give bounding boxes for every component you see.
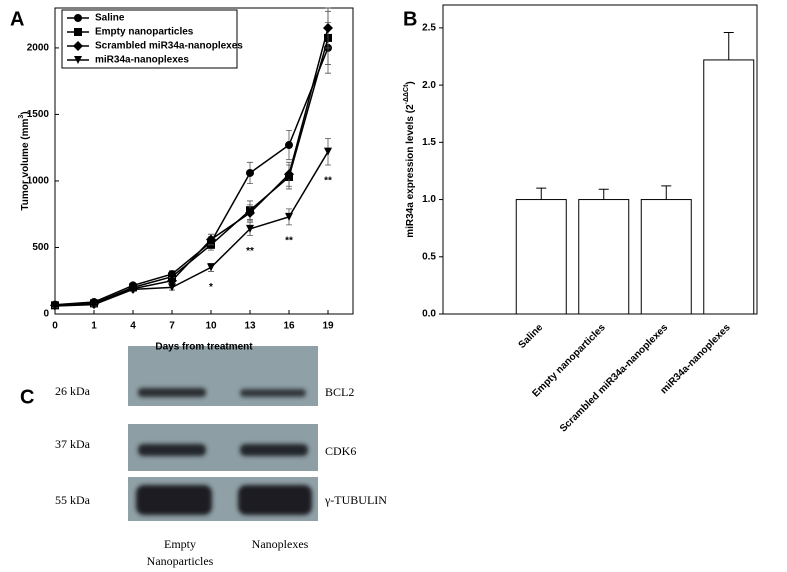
y-axis-label-part: miR34a expression levels (2: [405, 104, 416, 238]
legend-label: miR34a-nanoplexes: [95, 55, 189, 66]
bar: [578, 199, 630, 315]
y-tick-label: 0.5: [422, 251, 436, 262]
y-tick-label: 2.0: [422, 80, 436, 91]
x-tick-label: 0: [52, 321, 58, 332]
blot: [128, 346, 318, 521]
y-tick-label: 1500: [27, 109, 50, 120]
panel-letter: A: [10, 8, 24, 30]
error-bar: [723, 31, 734, 60]
lane-label: Empty: [164, 537, 196, 551]
annotation: **: [246, 246, 254, 257]
y-tick-label: 0: [43, 309, 49, 320]
lane-label: Nanoparticles: [147, 554, 214, 568]
y-axis-label-part: 3: [18, 115, 25, 119]
y-axis-label-part: -ΔΔCt: [403, 84, 410, 104]
error-bar: [598, 188, 609, 200]
marker: [285, 141, 293, 150]
y-axis-label: Tumor volume (mm3): [18, 111, 30, 210]
marker: [90, 300, 98, 309]
error-bar: [661, 185, 672, 200]
x-tick-label: 1: [91, 321, 97, 332]
marker: [74, 56, 82, 64]
marker: [167, 275, 177, 286]
bar: [640, 199, 692, 315]
x-tick-label: Saline: [517, 322, 546, 351]
y-axis-label-part: ): [20, 111, 31, 114]
series-line: [54, 47, 329, 306]
x-tick-label: 4: [130, 321, 136, 332]
annotation: **: [285, 236, 293, 247]
marker: [284, 169, 294, 180]
blot-size: 37 kDa: [55, 437, 91, 451]
x-axis-label: Days from treatment: [155, 342, 253, 353]
marker: [206, 234, 216, 245]
marker: [73, 41, 83, 51]
y-tick-label: 2000: [27, 43, 50, 54]
legend-label: Empty nanoparticles: [95, 27, 194, 38]
marker: [323, 22, 333, 33]
marker: [246, 168, 254, 177]
y-tick-label: 500: [32, 242, 49, 253]
blot-band: [138, 444, 206, 456]
blot-band: [240, 444, 308, 456]
lane-label: Nanoplexes: [252, 537, 309, 551]
y-tick-label: 1.5: [422, 137, 436, 148]
marker: [245, 207, 255, 218]
marker: [51, 302, 59, 311]
x-tick-label: 10: [205, 321, 217, 332]
x-tick-label: Scrambled miR34a-nanoplexes: [558, 322, 671, 435]
y-tick-label: 1000: [27, 176, 50, 187]
marker: [285, 212, 293, 221]
x-tick-label: 13: [244, 321, 256, 332]
x-tick-label: miR34a-nanoplexes: [659, 322, 734, 397]
annotation: *: [209, 282, 213, 293]
series-line: [54, 151, 329, 307]
blot-band: [240, 389, 306, 397]
y-axis-label: miR34a expression levels (2-ΔΔCt): [403, 81, 415, 238]
blot-size: 55 kDa: [55, 493, 91, 507]
blot-protein: BCL2: [325, 385, 354, 399]
legend-label: Scrambled miR34a-nanoplexes: [95, 41, 243, 52]
series-line: [54, 27, 329, 307]
legend-label: Saline: [95, 13, 125, 24]
blot-band: [136, 485, 212, 515]
blot-protein: γ-TUBULIN: [324, 493, 387, 507]
y-axis-label-part: Tumor volume (mm: [20, 118, 31, 210]
error-bar: [536, 187, 547, 200]
blot-protein: CDK6: [325, 444, 356, 458]
marker: [129, 285, 137, 294]
blot-size: 26 kDa: [55, 384, 91, 398]
y-axis-label-part: ): [405, 81, 416, 84]
marker: [74, 28, 82, 36]
y-tick-label: 2.5: [422, 23, 436, 34]
panel-letter: B: [403, 8, 417, 30]
blot-band: [138, 388, 206, 397]
x-tick-label: 19: [322, 321, 334, 332]
marker: [74, 14, 82, 22]
plot-frame: [54, 7, 354, 315]
marker: [324, 147, 332, 156]
legend-box: [61, 9, 238, 69]
x-tick-label: 7: [169, 321, 175, 332]
marker: [246, 224, 254, 233]
marker: [207, 263, 215, 272]
x-tick-label: 16: [283, 321, 295, 332]
panel-letter: C: [20, 386, 34, 408]
y-tick-label: 1.0: [422, 194, 436, 205]
bar: [515, 199, 567, 315]
annotation: **: [324, 176, 332, 187]
bar: [703, 59, 755, 315]
blot-band: [238, 485, 312, 515]
marker: [168, 283, 176, 292]
y-tick-label: 0.0: [422, 309, 436, 320]
